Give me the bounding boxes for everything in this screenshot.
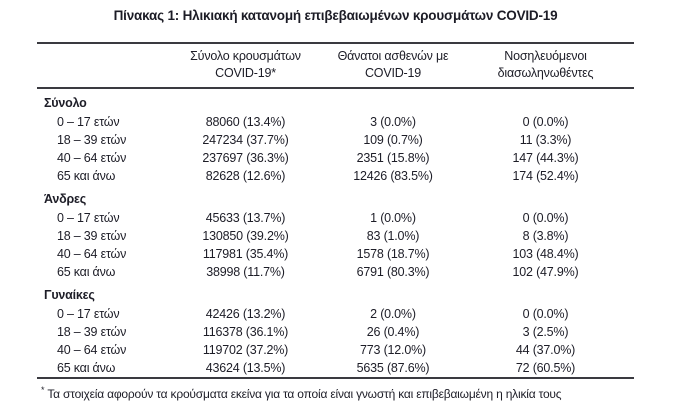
age-label: 40 – 64 ετών <box>57 151 127 165</box>
cases-value: 130850 (39.2%) <box>202 229 289 243</box>
covid-age-table-container: Σύνολο κρουσμάτων COVID-19* Θάνατοι ασθε… <box>37 42 634 402</box>
deaths-value: 1 (0.0%) <box>370 211 416 225</box>
page-title: Πίνακας 1: Ηλικιακή κατανομή επιβεβαιωμέ… <box>113 8 558 23</box>
intubated-value: 0 (0.0%) <box>522 307 569 321</box>
section-label: Σύνολο <box>44 96 87 110</box>
age-label: 65 και άνω <box>57 265 116 279</box>
col-header-deaths-line2: COVID-19 <box>364 66 422 80</box>
cases-value: 116378 (36.1%) <box>202 325 289 339</box>
section-label: Άνδρες <box>44 192 87 206</box>
section-row-women: Γυναίκες <box>37 281 634 305</box>
covid-age-table: Σύνολο κρουσμάτων COVID-19* Θάνατοι ασθε… <box>37 42 634 379</box>
cases-value: 82628 (12.6%) <box>205 169 286 183</box>
cases-value: 42426 (13.2%) <box>205 307 286 321</box>
age-label: 40 – 64 ετών <box>57 247 127 261</box>
cases-value: 45633 (13.7%) <box>205 211 286 225</box>
col-header-intubated-line2: διασωληνωθέντες <box>497 66 594 80</box>
footnote-text: Τα στοιχεία αφορούν τα κρούσματα εκείνα … <box>47 387 562 401</box>
header-row: Σύνολο κρουσμάτων COVID-19* Θάνατοι ασθε… <box>37 43 634 89</box>
age-label: 18 – 39 ετών <box>57 133 127 147</box>
intubated-value: 8 (3.8%) <box>522 229 569 243</box>
age-label: 65 και άνω <box>57 169 116 183</box>
footnote: * Τα στοιχεία αφορούν τα κρούσματα εκείνα… <box>37 382 634 402</box>
age-label: 0 – 17 ετών <box>57 115 120 129</box>
intubated-value: 0 (0.0%) <box>522 115 569 129</box>
deaths-value: 1578 (18.7%) <box>356 247 430 261</box>
intubated-value: 147 (44.3%) <box>512 151 579 165</box>
col-header-cases-line2: COVID-19* <box>215 66 276 80</box>
deaths-value: 26 (0.4%) <box>366 325 420 339</box>
intubated-value: 103 (48.4%) <box>512 247 579 261</box>
table-row: 18 – 39 ετών 116378 (36.1%) 26 (0.4%) 3 … <box>37 323 634 341</box>
cases-value: 43624 (13.5%) <box>205 361 286 375</box>
col-header-empty <box>37 43 162 89</box>
deaths-value: 83 (1.0%) <box>366 229 420 243</box>
table-row: 0 – 17 ετών 45633 (13.7%) 1 (0.0%) 0 (0.… <box>37 209 634 227</box>
intubated-value: 44 (37.0%) <box>515 343 576 357</box>
table-row: 40 – 64 ετών 117981 (35.4%) 1578 (18.7%)… <box>37 245 634 263</box>
col-header-cases-line1: Σύνολο κρουσμάτων <box>190 49 301 63</box>
intubated-value: 3 (2.5%) <box>522 325 569 339</box>
age-label: 18 – 39 ετών <box>57 229 127 243</box>
table-row: 65 και άνω 82628 (12.6%) 12426 (83.5%) 1… <box>37 167 634 185</box>
section-row-men: Άνδρες <box>37 185 634 209</box>
deaths-value: 109 (0.7%) <box>363 133 423 147</box>
table-row: 18 – 39 ετών 130850 (39.2%) 83 (1.0%) 8 … <box>37 227 634 245</box>
intubated-value: 174 (52.4%) <box>512 169 579 183</box>
section-row-total: Σύνολο <box>37 88 634 113</box>
age-label: 0 – 17 ετών <box>57 307 120 321</box>
table-row: 65 και άνω 38998 (11.7%) 6791 (80.3%) 10… <box>37 263 634 281</box>
table-row: 40 – 64 ετών 237697 (36.3%) 2351 (15.8%)… <box>37 149 634 167</box>
deaths-value: 6791 (80.3%) <box>356 265 430 279</box>
deaths-value: 3 (0.0%) <box>370 115 416 129</box>
intubated-value: 11 (3.3%) <box>519 133 572 147</box>
cases-value: 88060 (13.4%) <box>205 115 286 129</box>
cases-value: 247234 (37.7%) <box>202 133 289 147</box>
table-row: 0 – 17 ετών 42426 (13.2%) 2 (0.0%) 0 (0.… <box>37 305 634 323</box>
deaths-value: 5635 (87.6%) <box>356 361 430 375</box>
table-row: 0 – 17 ετών 88060 (13.4%) 3 (0.0%) 0 (0.… <box>37 113 634 131</box>
cases-value: 119702 (37.2%) <box>202 343 289 357</box>
cases-value: 117981 (35.4%) <box>202 247 289 261</box>
deaths-value: 2 (0.0%) <box>370 307 416 321</box>
intubated-value: 102 (47.9%) <box>512 265 579 279</box>
col-header-intubated-line1: Νοσηλευόμενοι <box>504 49 587 63</box>
intubated-value: 72 (60.5%) <box>515 361 576 375</box>
age-label: 18 – 39 ετών <box>57 325 127 339</box>
table-header: Σύνολο κρουσμάτων COVID-19* Θάνατοι ασθε… <box>37 43 634 89</box>
intubated-value: 0 (0.0%) <box>522 211 569 225</box>
section-label: Γυναίκες <box>44 288 95 302</box>
age-label: 0 – 17 ετών <box>57 211 120 225</box>
age-label: 65 και άνω <box>57 361 116 375</box>
table-row: 65 και άνω 43624 (13.5%) 5635 (87.6%) 72… <box>37 359 634 378</box>
deaths-value: 773 (12.0%) <box>360 343 426 357</box>
table-body: Σύνολο 0 – 17 ετών 88060 (13.4%) 3 (0.0%… <box>37 88 634 378</box>
col-header-deaths-line1: Θάνατοι ασθενών με <box>337 49 449 63</box>
col-header-cases: Σύνολο κρουσμάτων COVID-19* <box>162 43 329 89</box>
cases-value: 38998 (11.7%) <box>206 265 285 279</box>
footnote-marker: * <box>41 385 45 395</box>
cases-value: 237697 (36.3%) <box>202 151 289 165</box>
table-row: 18 – 39 ετών 247234 (37.7%) 109 (0.7%) 1… <box>37 131 634 149</box>
table-row: 40 – 64 ετών 119702 (37.2%) 773 (12.0%) … <box>37 341 634 359</box>
deaths-value: 12426 (83.5%) <box>353 169 433 183</box>
age-label: 40 – 64 ετών <box>57 343 127 357</box>
deaths-value: 2351 (15.8%) <box>356 151 430 165</box>
col-header-deaths: Θάνατοι ασθενών με COVID-19 <box>329 43 457 89</box>
col-header-intubated: Νοσηλευόμενοι διασωληνωθέντες <box>457 43 634 89</box>
